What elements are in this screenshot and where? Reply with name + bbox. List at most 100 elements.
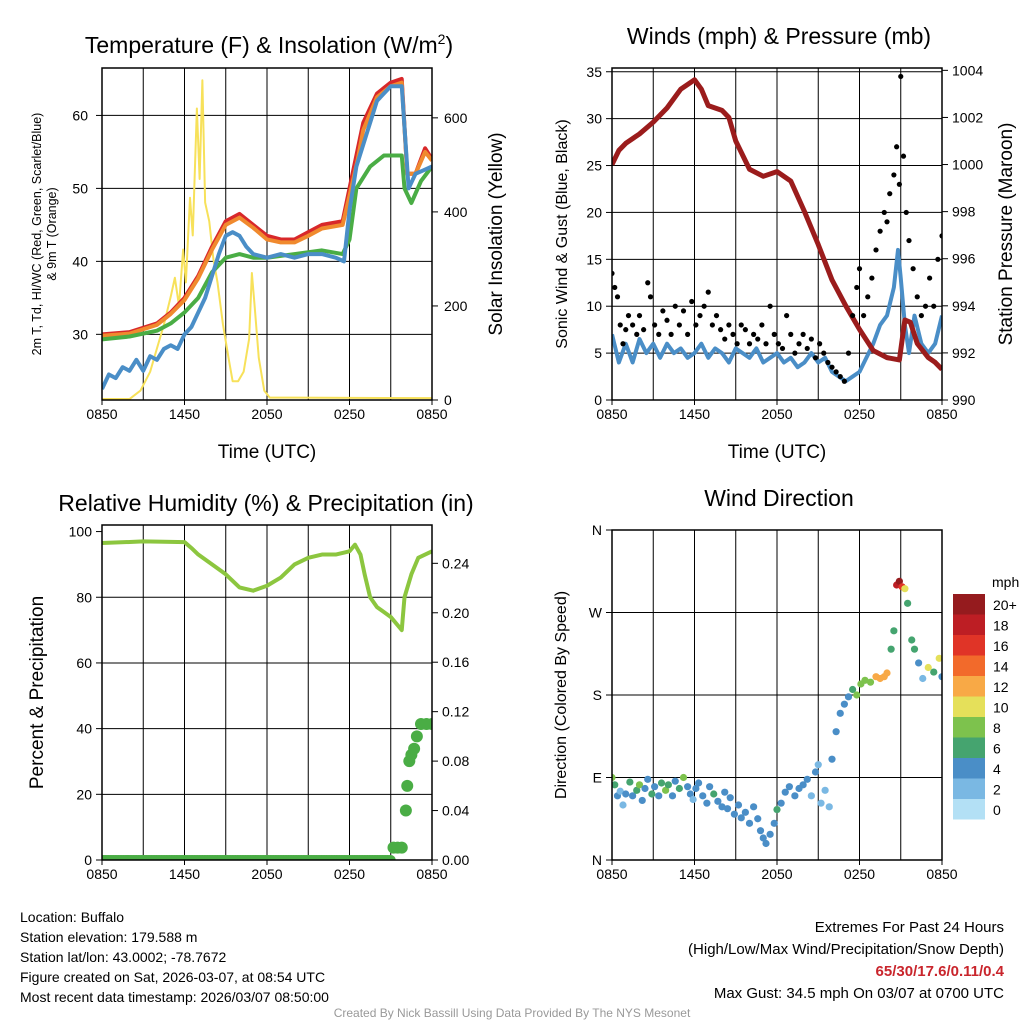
gust-point bbox=[713, 312, 720, 319]
y-tick-label: 35 bbox=[586, 64, 602, 80]
y2-tick-label: 996 bbox=[952, 251, 976, 267]
title-superscript: 2 bbox=[438, 31, 446, 47]
x-tick-label: 0850 bbox=[416, 406, 447, 422]
gust-point bbox=[726, 322, 732, 328]
legend-swatch bbox=[953, 758, 985, 779]
direction-point bbox=[773, 805, 781, 814]
direction-point bbox=[908, 636, 916, 644]
recent-timestamp: Most recent data timestamp: 2026/03/07 0… bbox=[20, 989, 329, 1005]
panel-3: 0850 1450 2050 0250 08500204060801000.000.04… bbox=[27, 490, 474, 882]
legend-label: 6 bbox=[993, 741, 1001, 757]
legend-swatch bbox=[953, 737, 985, 758]
gust-point bbox=[845, 350, 852, 356]
gust-point bbox=[931, 303, 937, 309]
legend-label: 20+ bbox=[993, 597, 1017, 613]
direction-point bbox=[644, 775, 652, 783]
direction-point bbox=[695, 779, 703, 787]
y2-tick-label: 994 bbox=[952, 298, 976, 314]
gust-point bbox=[833, 369, 839, 375]
y-tick-label: E bbox=[593, 770, 602, 786]
x-tick-label: 1450 bbox=[679, 406, 710, 422]
x-tick-label: 0850 bbox=[926, 406, 957, 422]
y-tick-label: 20 bbox=[76, 786, 92, 802]
gust-point bbox=[922, 303, 929, 309]
gust-point bbox=[784, 312, 790, 319]
direction-point bbox=[825, 803, 833, 811]
y-tick-label: 60 bbox=[76, 655, 92, 671]
x-tick-label: 0850 bbox=[86, 406, 117, 422]
series-line-sonic-wind bbox=[612, 247, 942, 384]
gust-point bbox=[804, 345, 810, 352]
direction-point bbox=[710, 790, 718, 798]
series-line-relative-humidity bbox=[102, 539, 432, 633]
gust-point bbox=[614, 294, 621, 300]
legend-label: 14 bbox=[993, 659, 1009, 675]
y-tick-label: S bbox=[593, 687, 602, 703]
elevation: Station elevation: 179.588 m bbox=[20, 929, 198, 945]
direction-point bbox=[754, 815, 762, 823]
direction-point bbox=[641, 784, 649, 793]
direction-point bbox=[807, 792, 815, 800]
plot-area bbox=[102, 539, 432, 860]
legend-label: 18 bbox=[993, 618, 1009, 634]
direction-point bbox=[686, 790, 694, 798]
x-tick-label: 0850 bbox=[596, 866, 627, 882]
direction-point bbox=[616, 787, 624, 795]
y2-tick-label: 0 bbox=[444, 392, 452, 408]
y2-tick-label: 1004 bbox=[952, 62, 983, 78]
direction-point bbox=[756, 827, 765, 835]
x-tick-label: 2050 bbox=[761, 406, 792, 422]
direction-point bbox=[741, 808, 749, 816]
y-tick-label: W bbox=[589, 605, 603, 621]
direction-point bbox=[655, 792, 663, 800]
gust-point bbox=[630, 322, 636, 328]
y-tick-label: 80 bbox=[76, 589, 92, 605]
direction-point bbox=[785, 783, 793, 791]
direction-point bbox=[718, 803, 726, 811]
direction-point bbox=[814, 761, 822, 769]
gust-point bbox=[927, 275, 933, 281]
y2-tick-label: 998 bbox=[952, 204, 976, 220]
x-tick-label: 2050 bbox=[761, 866, 792, 882]
x-tick-label: 0250 bbox=[334, 866, 365, 882]
direction-point bbox=[832, 728, 840, 736]
legend-title: mph bbox=[992, 574, 1019, 590]
location: Location: Buffalo bbox=[20, 909, 125, 925]
y-tick-label: N bbox=[592, 852, 602, 868]
y2-tick-label: 0.12 bbox=[442, 704, 469, 720]
x-axis-label: Time (UTC) bbox=[218, 442, 317, 463]
y-tick-label: 40 bbox=[76, 721, 92, 737]
gust-point bbox=[689, 298, 695, 305]
direction-point bbox=[935, 654, 942, 662]
legend-label: 10 bbox=[993, 700, 1009, 716]
x-tick-label: 0250 bbox=[844, 866, 875, 882]
gust-point bbox=[634, 331, 640, 337]
direction-point bbox=[668, 792, 677, 800]
direction-point bbox=[612, 781, 619, 789]
direction-point bbox=[662, 786, 670, 794]
y-tick-label: 30 bbox=[72, 326, 88, 342]
y-axis-label-2: & 9m T (Orange) bbox=[45, 187, 59, 280]
gust-point bbox=[647, 294, 654, 300]
gust-point bbox=[841, 378, 847, 384]
panel-4: 0850 1450 2050 0250 0850NESWNmph20+181614121… bbox=[553, 485, 1019, 882]
gust-point bbox=[817, 341, 823, 347]
precip-point bbox=[395, 841, 408, 854]
plot-frame bbox=[611, 67, 943, 401]
direction-point bbox=[734, 801, 743, 809]
direction-point bbox=[622, 790, 630, 798]
plot-frame bbox=[611, 529, 943, 861]
panel-1: 0850 1450 2050 0250 0850304050600200400600Te… bbox=[30, 31, 507, 463]
direction-point bbox=[633, 786, 641, 794]
direction-point bbox=[770, 819, 778, 827]
x-tick-label: 2050 bbox=[251, 406, 282, 422]
legend-swatch bbox=[953, 696, 985, 717]
y2-tick-label: 0.20 bbox=[442, 605, 469, 621]
direction-point bbox=[890, 627, 898, 635]
precip-point bbox=[385, 855, 396, 860]
direction-point bbox=[791, 792, 799, 800]
gust-point bbox=[625, 312, 632, 319]
gust-point bbox=[800, 331, 806, 337]
direction-point bbox=[803, 775, 811, 783]
